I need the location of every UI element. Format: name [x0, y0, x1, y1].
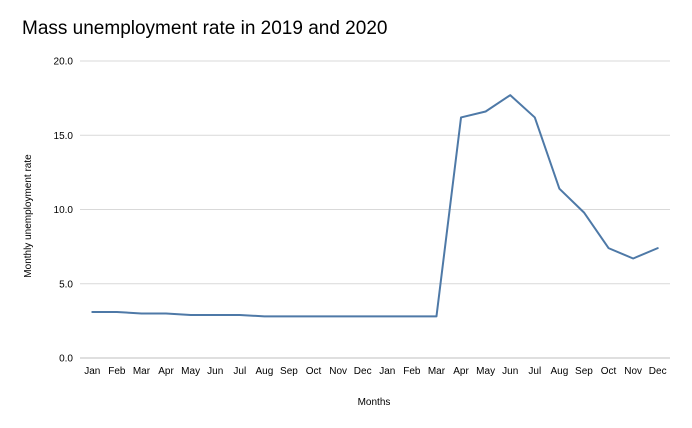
x-tick-labels: Jan Feb Mar Apr May Jun Jul Aug Sep Oct Nov Dec Jan F… — [84, 366, 666, 377]
x-tick-label: Nov — [624, 366, 642, 377]
x-tick-label: Dec — [649, 366, 667, 377]
y-tick-label: 0.0 — [59, 354, 73, 365]
x-tick-label: Mar — [133, 366, 151, 377]
x-tick-label: Jun — [502, 366, 518, 377]
x-tick-label: Oct — [601, 366, 617, 377]
y-tick-label: 15.0 — [54, 131, 74, 142]
x-tick-label: Sep — [575, 366, 593, 377]
y-tick-labels: 0.0 5.0 10.0 15.0 20.0 — [54, 57, 74, 365]
x-tick-label: Sep — [280, 366, 298, 377]
x-tick-label: Nov — [329, 366, 347, 377]
y-tick-label: 10.0 — [54, 205, 74, 216]
x-tick-label: Jan — [84, 366, 100, 377]
y-tick-label: 5.0 — [59, 279, 73, 290]
x-tick-label: Jan — [379, 366, 395, 377]
series-lines — [91, 94, 659, 318]
x-tick-label: Oct — [306, 366, 322, 377]
chart-title: Mass unemployment rate in 2019 and 2020 — [22, 18, 388, 39]
y-axis-title: Monthly unemployment rate — [23, 154, 34, 278]
series-line — [91, 94, 659, 318]
gridlines — [80, 60, 670, 285]
x-axis-title: Months — [358, 397, 391, 408]
x-tick-label: Aug — [255, 366, 273, 377]
y-tick-label: 20.0 — [54, 57, 74, 68]
x-tick-label: Apr — [453, 366, 469, 377]
x-tick-label: Jul — [528, 366, 541, 377]
x-tick-label: May — [181, 366, 200, 377]
x-tick-label: May — [476, 366, 495, 377]
x-tick-label: Apr — [158, 366, 174, 377]
x-tick-label: Jul — [233, 366, 246, 377]
x-tick-label: Dec — [354, 366, 372, 377]
x-tick-label: Mar — [428, 366, 446, 377]
x-tick-label: Feb — [403, 366, 421, 377]
x-tick-label: Feb — [108, 366, 126, 377]
x-tick-label: Jun — [207, 366, 223, 377]
x-tick-label: Aug — [550, 366, 568, 377]
